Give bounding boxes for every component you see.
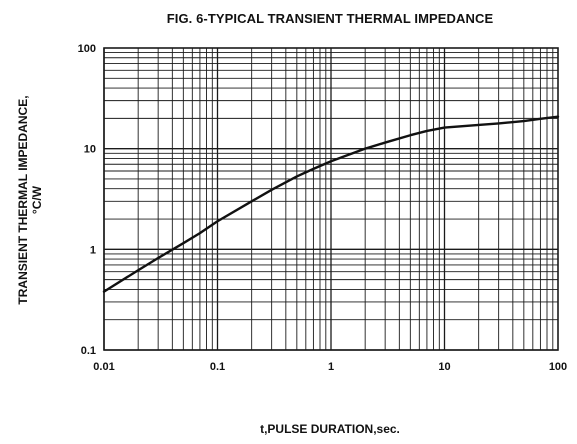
y-axis-label-line2: °C/W: [30, 185, 44, 214]
plot-frame: [103, 47, 559, 351]
x-tick-label: 100: [549, 361, 567, 373]
x-tick-label: 10: [438, 361, 450, 373]
x-tick-label: 0.01: [93, 361, 114, 373]
y-tick-layer: 0.1 1 10 100: [78, 43, 96, 357]
y-axis-label-group: TRANSIENT THERMAL IMPEDANCE, °C/W: [16, 95, 44, 304]
chart-title: FIG. 6-TYPICAL TRANSIENT THERMAL IMPEDAN…: [167, 11, 494, 26]
series-layer: [102, 115, 560, 293]
y-tick-label: 0.1: [81, 345, 96, 357]
grid-layer: [103, 47, 559, 351]
y-tick-label: 1: [90, 244, 96, 256]
x-tick-label: 0.1: [210, 361, 225, 373]
series-line-1: [102, 115, 560, 293]
x-tick-label: 1: [328, 361, 334, 373]
x-tick-layer: 0.01 0.1 1 10 100: [93, 361, 567, 373]
y-tick-label: 100: [78, 43, 96, 55]
x-axis-label: t,PULSE DURATION,sec.: [260, 422, 400, 436]
y-axis-label-line1: TRANSIENT THERMAL IMPEDANCE,: [16, 95, 30, 304]
y-tick-label: 10: [84, 144, 96, 156]
